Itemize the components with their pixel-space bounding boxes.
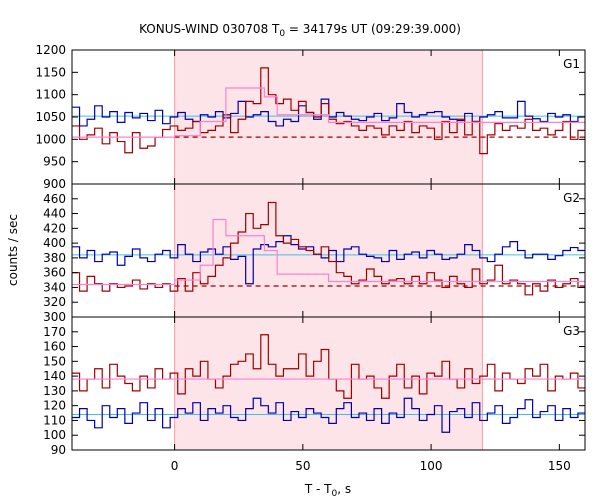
y-tick-label: 340 (43, 280, 66, 294)
panel-g1: 900 950 1000 1050 1100 1150 1200 G1 (35, 43, 586, 191)
x-tick-label: 0 (171, 459, 179, 473)
y-tick-label: 320 (43, 295, 66, 309)
y-tick-label: 130 (43, 384, 66, 398)
plot-area (72, 67, 585, 155)
y-tick-label: 1200 (35, 43, 66, 57)
fit-line (72, 87, 585, 138)
x-tick-label: 100 (420, 459, 443, 473)
chart-title-rest: = 34179s UT (09:29:39.000) (285, 22, 461, 36)
fit-line (72, 218, 585, 286)
series-line-2 (72, 201, 585, 296)
y-tick-label: 100 (43, 428, 66, 442)
y-tick-label: 170 (43, 325, 66, 339)
y-tick-label: 110 (43, 413, 66, 427)
y-tick-label: 140 (43, 369, 66, 383)
shaded-interval (174, 317, 483, 450)
panel-label: G3 (563, 324, 580, 338)
series-line-1 (72, 98, 585, 127)
plot-area (72, 334, 585, 433)
y-tick-label: 150 (43, 354, 66, 368)
series-line-1 (72, 397, 585, 433)
y-tick-label: 950 (43, 155, 66, 169)
series-line-1 (72, 235, 585, 285)
y-axis-label: counts / sec (6, 214, 20, 286)
y-tick-label: 460 (43, 192, 66, 206)
y-tick-label: 440 (43, 207, 66, 221)
x-axis-label: T - T0, s (304, 482, 351, 499)
chart-title: KONUS-WIND 030708 T0 = 34179s UT (09:29:… (139, 22, 461, 39)
y-tick-label: 1100 (35, 88, 66, 102)
panel-label: G2 (563, 191, 580, 205)
y-tick-label: 300 (43, 310, 66, 324)
panels: 90095010001050110011501200G1300320340360… (35, 43, 586, 473)
y-tick-label: 120 (43, 399, 66, 413)
series-line-2 (72, 67, 585, 155)
plot-area (72, 201, 585, 296)
chart-title-main: KONUS-WIND 030708 T (139, 22, 280, 36)
y-tick-label: 900 (43, 177, 66, 191)
y-tick-label: 1150 (35, 65, 66, 79)
panel-label: G1 (563, 57, 580, 71)
x-axis-label-subscript: 0 (332, 489, 338, 499)
y-tick-label: 160 (43, 340, 66, 354)
y-tick-label: 360 (43, 266, 66, 280)
x-axis-label-main: T - T (304, 482, 332, 496)
y-tick-label: 380 (43, 251, 66, 265)
y-tick-label: 1000 (35, 132, 66, 146)
y-tick-label: 420 (43, 221, 66, 235)
x-axis-label-rest: , s (337, 482, 351, 496)
panel-frame (71, 316, 586, 451)
x-tick-label: 150 (548, 459, 571, 473)
y-tick-label: 90 (51, 443, 66, 457)
y-tick-label: 400 (43, 236, 66, 250)
chart-title-subscript: 0 (279, 29, 285, 39)
y-tick-label: 1050 (35, 110, 66, 124)
x-tick-label: 50 (295, 459, 310, 473)
